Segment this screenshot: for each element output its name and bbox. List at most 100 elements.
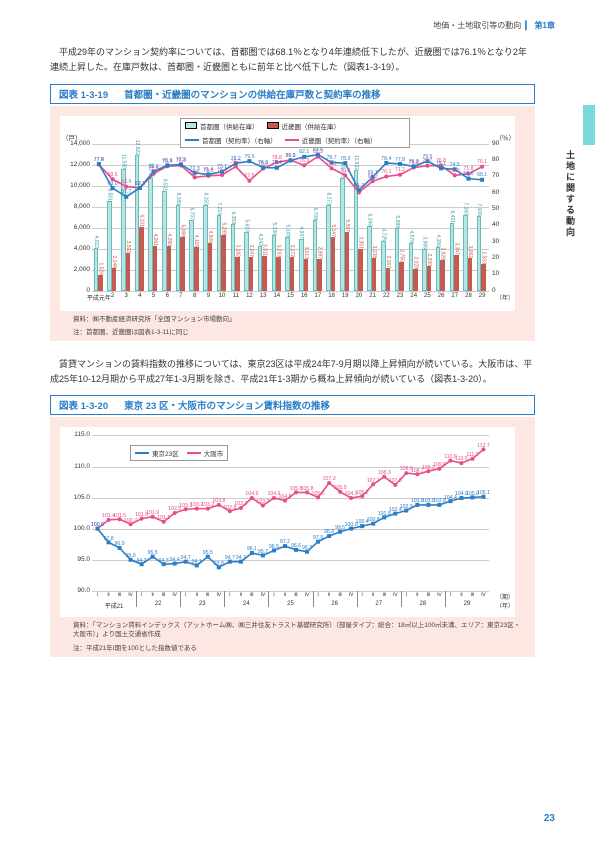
chart1-note1: 資料：㈱不動産経済研究所「全国マンション市場動向」: [60, 315, 525, 324]
chart2-xlabel-year: 27: [375, 601, 382, 607]
legend-text: 首都圏（契約率）（右軸）: [202, 135, 277, 145]
legend-line-osaka-sw: [187, 452, 201, 454]
chart2-xlabel-q: Ⅰ: [406, 592, 407, 598]
chart2-xlabel-q: Ⅰ: [361, 592, 362, 598]
chart2-xlabel-q: Ⅳ: [349, 592, 354, 598]
chart2-year-sep: [224, 591, 225, 607]
chart1-line-val: 73.2: [149, 164, 159, 170]
chart2-line-val: 112.7: [477, 443, 490, 449]
chart2-line-val: 103.3: [234, 501, 247, 507]
chart1-xlabel: 19: [342, 293, 349, 299]
chart2-line-val: 107.3: [323, 476, 336, 482]
chart2-xlabel-q: Ⅲ: [250, 592, 253, 598]
chart2-line-val: 94.3: [137, 558, 147, 564]
legend-text: 首都圏（供給在庫）: [200, 121, 259, 131]
legend-line-kinki: 近畿圏（契約率）（右軸）: [285, 135, 377, 145]
chart1-line-val: 82.1: [299, 149, 309, 155]
chart1-line-val: 76.1: [477, 159, 487, 165]
chart1-line-val: 77.5: [176, 157, 186, 163]
chart1-xlabel: 8: [193, 293, 196, 299]
chart2-xlabel-q: Ⅳ: [217, 592, 222, 598]
chart1-line-val: 70.1: [381, 169, 391, 175]
chart2-line-val: 103.7: [256, 499, 269, 505]
chart1-line-val: 71.4: [203, 167, 213, 173]
chart1-ylabel-right: 70: [492, 172, 499, 179]
legend-line-osaka: 大阪市: [187, 448, 224, 458]
chart1-xlabel: 13: [260, 293, 267, 299]
chart1-xlabel-unit: （年）: [496, 293, 514, 302]
legend-line-tokyo23: 東京23区: [135, 448, 179, 458]
chart2-xlabel-year: 23: [199, 601, 206, 607]
chart2-xlabel-q: Ⅱ: [284, 592, 286, 598]
chart2-line-val: 102.9: [400, 504, 413, 510]
paragraph-2: 賃貸マンションの賃料指数の推移については、東京23区は平成24年7-9月期以降上…: [50, 357, 535, 388]
chart1-ylabel-left: 8,000: [62, 203, 90, 210]
chart1-xlabel: 29: [479, 293, 486, 299]
chart1-line-val: 75.1: [436, 161, 446, 167]
chart1-line-val: 57.7: [121, 189, 131, 195]
legend-line-tokyo: 首都圏（契約率）（右軸）: [185, 135, 277, 145]
chart2-xlabel-q: Ⅱ: [240, 592, 242, 598]
chart2-line-val: 105.2: [356, 490, 369, 496]
chart2-ylabel: 100.0: [62, 525, 90, 532]
chart1-xlabel: 15: [287, 293, 294, 299]
chart2-line-val: 96.3: [302, 545, 312, 551]
chart1-line-val: 78.2: [231, 156, 241, 162]
chart2-year-sep: [357, 591, 358, 607]
chart2-xlabel-q: Ⅰ: [229, 592, 230, 598]
chart2-line-val: 109.6: [433, 462, 446, 468]
chart2-xlabel-year: 29: [464, 601, 471, 607]
legend-text: 近畿圏（供給在庫）: [282, 121, 341, 131]
chart2-ylabel: 110.0: [62, 463, 90, 470]
chart1-line-val: 79.5: [244, 154, 254, 160]
chart2-line-val: 111.2: [466, 452, 478, 458]
chart1-xlabel: 5: [152, 293, 155, 299]
chart1-gridline: [92, 291, 489, 292]
page-number: 23: [544, 813, 555, 824]
chart1-line-val: 68.1: [477, 172, 487, 178]
chart2-legend: 東京23区 大阪市: [130, 445, 228, 461]
chart2-line-val: 94.4: [170, 557, 180, 563]
chart1-line-val: 77.8: [94, 157, 104, 163]
chart2-line-val: 95.7: [258, 549, 268, 555]
chart1-line-val: 74.5: [450, 162, 460, 168]
chart2-line-val: 93.8: [214, 561, 224, 567]
chart2-xlabel-q: Ⅰ: [273, 592, 274, 598]
chart2-line-val: 105.9: [334, 485, 347, 491]
chart2-ylabel: 115.0: [62, 431, 90, 438]
chart1-ylabel-right: 60: [492, 189, 499, 196]
chart1-line-val: 79.9: [285, 153, 295, 159]
chart2-line-val: 97.2: [280, 539, 290, 545]
chart1-xlabel: 14: [273, 293, 280, 299]
chart1-xlabel: 17: [315, 293, 322, 299]
chart2-year-sep: [180, 591, 181, 607]
legend-swatch-tokyo-bar: [185, 122, 197, 129]
chart2-xlabel-q: Ⅲ: [206, 592, 209, 598]
chart1-ylabel-right: 50: [492, 205, 499, 212]
chart1-xlabel: 21: [369, 293, 376, 299]
chart1-ylabel-right: 40: [492, 221, 499, 228]
chart1-legend: 首都圏（供給在庫） 近畿圏（供給在庫） 首都圏（契約率）（右軸） 近畿圏（契約率…: [180, 118, 410, 148]
chart2-line-val: 96.5: [269, 544, 279, 550]
chart2-line-val: 96.1: [247, 546, 257, 552]
chart1-line-val: 70.8: [340, 168, 350, 174]
chart2-note1: 資料：「マンション賃料インデックス（アットホーム㈱、㈱三井住友トラスト基礎研究所…: [60, 621, 525, 639]
chart1-xlabel: 4: [138, 293, 141, 299]
chart1-line-val: 63.9: [121, 179, 131, 185]
chart1-ylabel-left: 4,000: [62, 245, 90, 252]
chart1-xlabel: 25: [424, 293, 431, 299]
chart2-xlabel-q: Ⅱ: [372, 592, 374, 598]
chart2-line-val: 101.1: [157, 515, 170, 521]
chart1-ylabel-left: 0: [62, 287, 90, 294]
chart1-ylabel-right: 20: [492, 254, 499, 261]
chart1-label: 図表 1-3-19: [50, 84, 116, 104]
chart1-xlabel: 24: [410, 293, 417, 299]
legend-text: 大阪市: [204, 448, 224, 458]
chart2-xlabel-year: 26: [331, 601, 338, 607]
chart1-title: 首都圏・近畿圏のマンションの供給在庫戸数と契約率の推移: [116, 84, 535, 104]
chart1-unit-left: （戸）: [62, 132, 82, 142]
chart2-year-sep: [136, 591, 137, 607]
chart2-line-val: 100.7: [124, 518, 137, 524]
chart1-ylabel-left: 12,000: [62, 161, 90, 168]
chart1-plot-area: 4,0228,50111,59012,92210,7639,5118,1896,…: [92, 144, 489, 291]
